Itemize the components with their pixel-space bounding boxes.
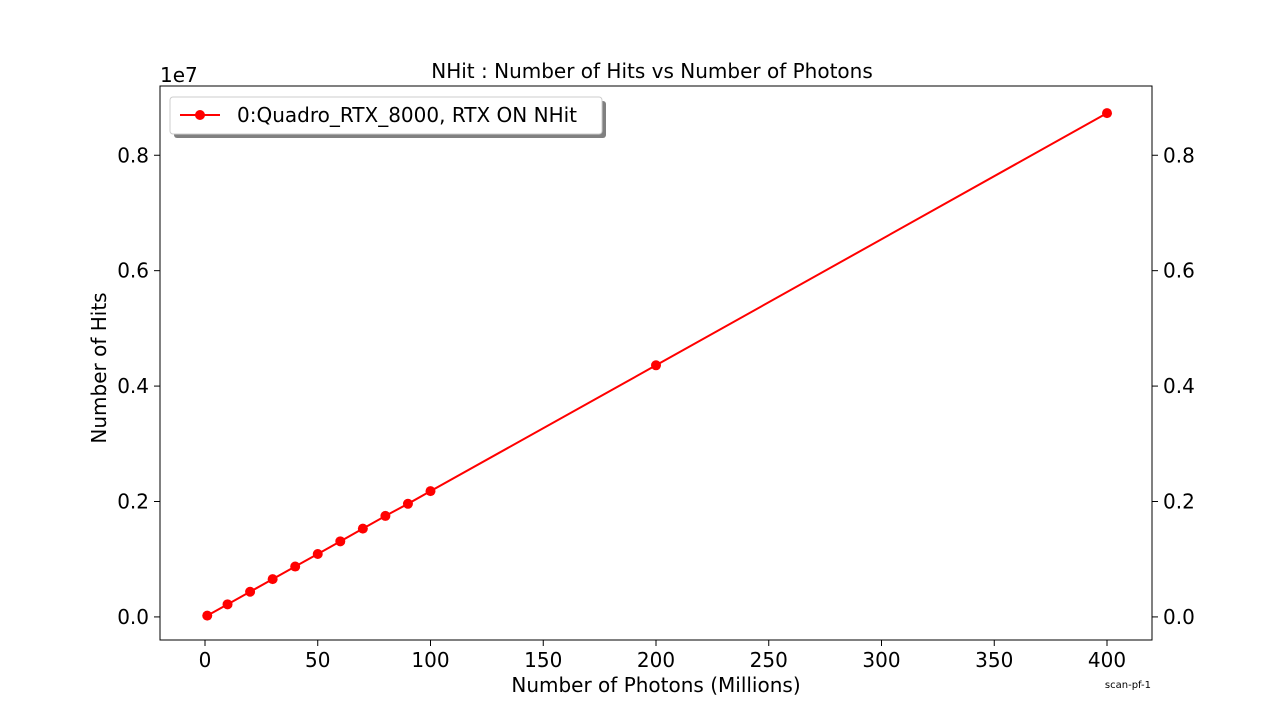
data-point [290, 561, 301, 572]
y-tick-label-left: 0.2 [117, 490, 149, 514]
legend: 0:Quadro_RTX_8000, RTX ON NHit [169, 96, 606, 138]
y-axis-label: Number of Hits [87, 292, 111, 443]
y-axis-offset-label: 1e7 [160, 63, 198, 87]
y-tick-label-left: 0.6 [117, 259, 149, 283]
y-axis-ticks-left: 0.0 0.2 0.4 0.6 0.8 [117, 143, 160, 629]
x-tick-label: 0 [199, 648, 212, 672]
y-tick-label-left: 0.4 [117, 374, 149, 398]
data-point [425, 486, 436, 497]
data-point [651, 360, 661, 371]
data-point [222, 599, 233, 610]
y-tick-label-left: 0.8 [117, 143, 149, 167]
legend-box [169, 96, 603, 135]
legend-marker-sample [195, 110, 205, 120]
legend-label: 0:Quadro_RTX_8000, RTX ON NHit [237, 103, 577, 127]
x-tick-label: 150 [524, 648, 562, 672]
x-tick-label: 350 [975, 648, 1013, 672]
chart-title: NHit : Number of Hits vs Number of Photo… [431, 59, 873, 83]
x-tick-label: 200 [637, 648, 675, 672]
x-axis-ticks: 0 50 100 150 200 250 300 350 400 [199, 640, 1126, 672]
data-point [312, 549, 323, 560]
x-tick-label: 100 [411, 648, 449, 672]
x-tick-label: 50 [305, 648, 330, 672]
y-tick-label-right: 0.4 [1163, 374, 1195, 398]
data-point [380, 510, 391, 521]
y-tick-label-right: 0.8 [1163, 143, 1195, 167]
y-tick-label-left: 0.0 [117, 605, 149, 629]
y-tick-label-right: 0.2 [1163, 490, 1195, 514]
y-tick-label-right: 0.6 [1163, 259, 1195, 283]
x-tick-label: 300 [862, 648, 900, 672]
footnote: scan-pf-1 [1105, 680, 1151, 691]
data-point [267, 574, 278, 585]
y-tick-label-right: 0.0 [1163, 605, 1195, 629]
data-point [357, 523, 368, 534]
data-point [1102, 108, 1113, 119]
data-point [202, 610, 213, 621]
data-point [245, 586, 256, 597]
series-layer [202, 108, 1113, 621]
y-axis-ticks-right: 0.0 0.2 0.4 0.6 0.8 [1152, 143, 1195, 629]
x-tick-label: 250 [750, 648, 788, 672]
data-point [402, 498, 413, 509]
x-tick-label: 400 [1088, 648, 1126, 672]
data-point [335, 536, 346, 547]
x-axis-label: Number of Photons (Millions) [511, 673, 800, 697]
